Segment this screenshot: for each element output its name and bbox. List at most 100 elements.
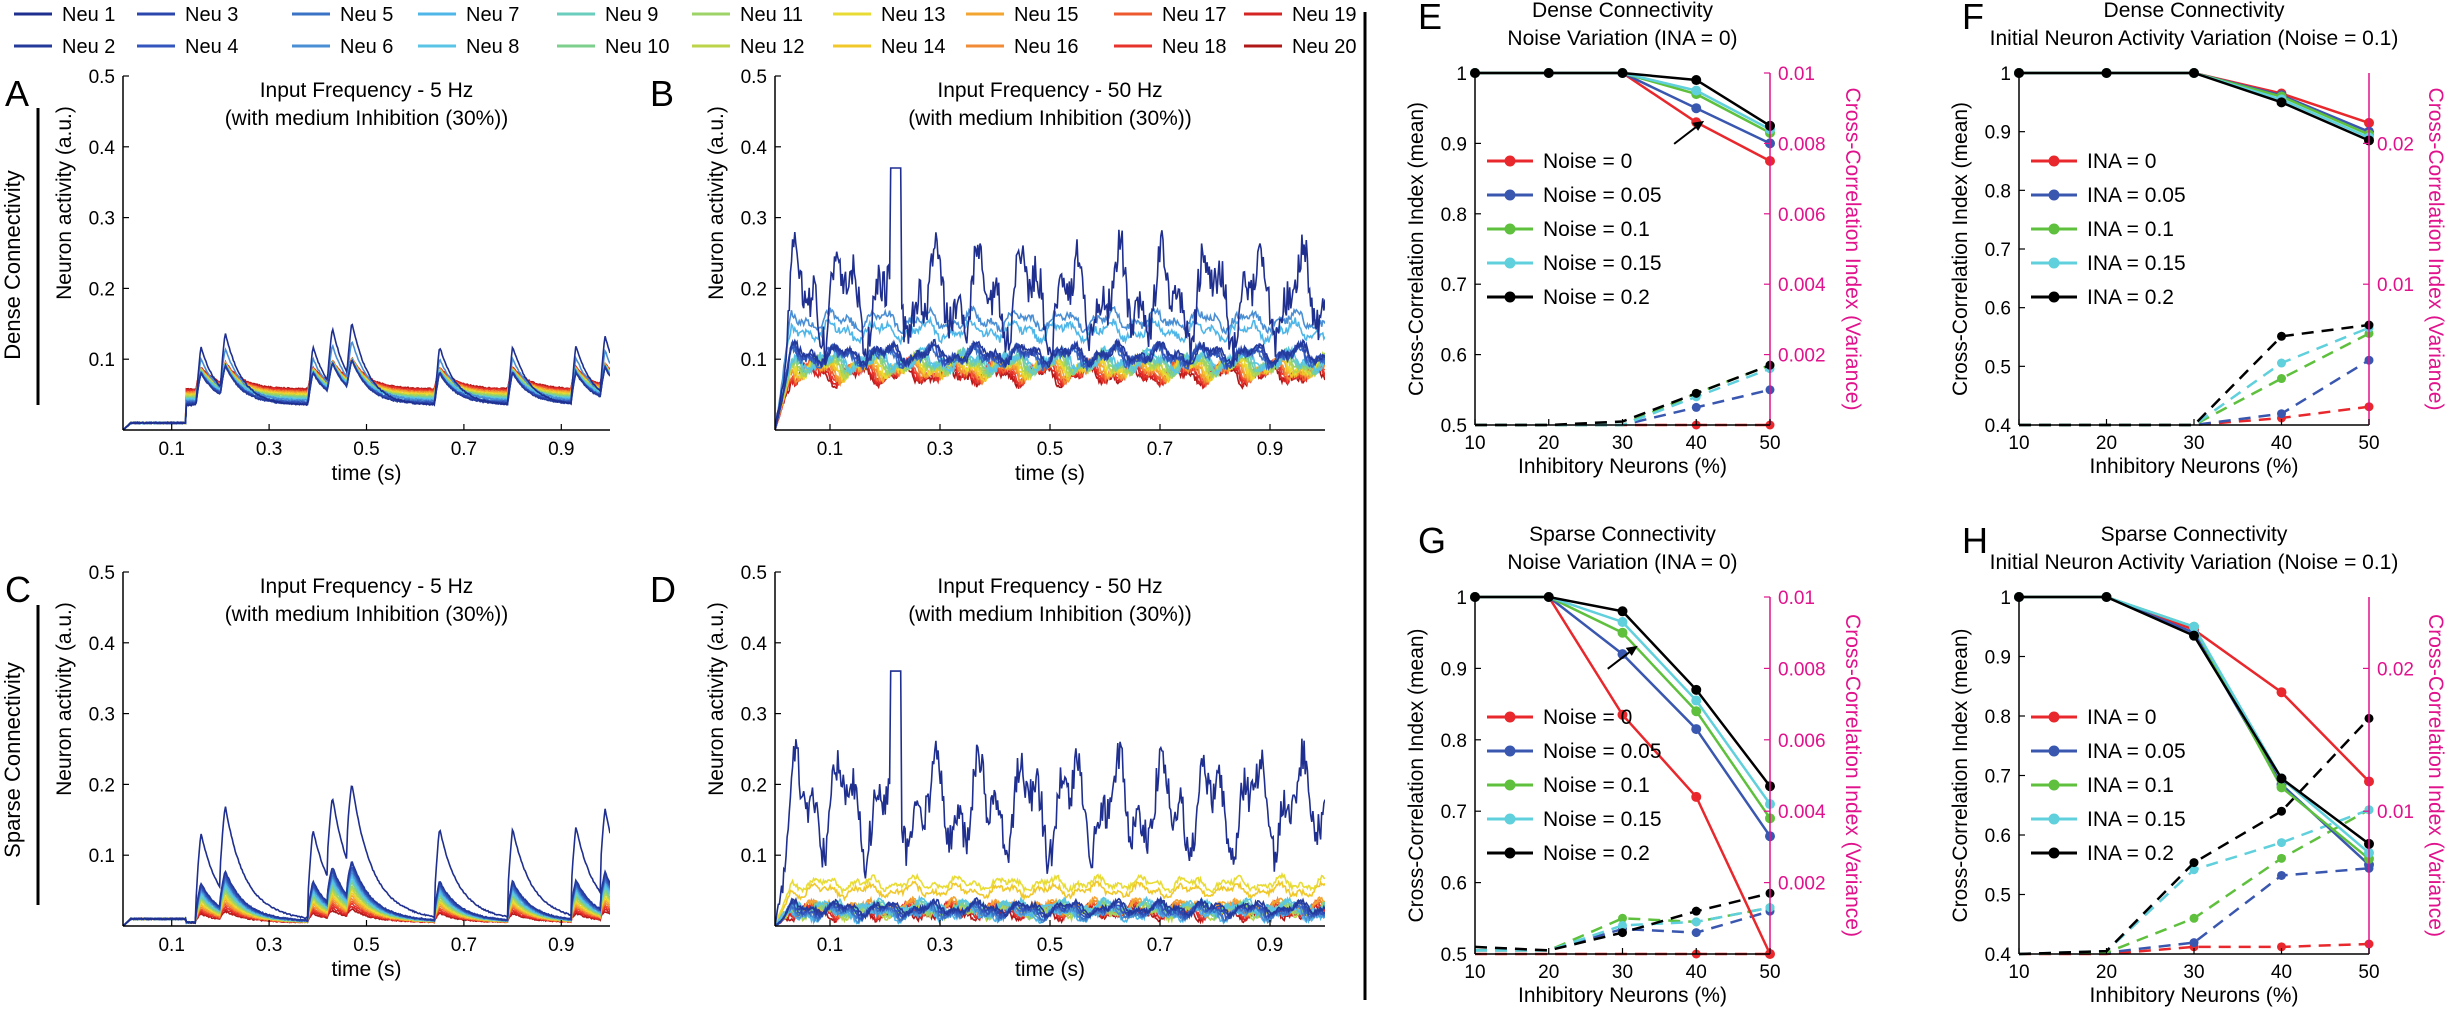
trace-neu-1	[123, 785, 610, 926]
legend-marker	[1504, 847, 1516, 859]
y-tick-label: 0.4	[89, 138, 116, 159]
legend-entry-neu-10: Neu 10	[557, 36, 670, 58]
x-tick-label: 20	[1538, 433, 1559, 454]
legend-entry-neu-11: Neu 11	[692, 4, 803, 26]
mean-point	[1691, 724, 1702, 735]
neuron-legend: Neu 1 Neu 2 Neu 3 Neu 4 Neu 5 Neu 6 Neu 7 Neu 8…	[14, 4, 1357, 58]
y-axis-label-right: Cross-Correlation Index (Variance)	[1841, 614, 1864, 937]
series-legend: Noise = 0 Noise = 0.05 Noise = 0.1 Noise = …	[1487, 706, 1662, 865]
y-tick-label: 0.5	[89, 563, 115, 584]
annotation-arrowhead	[1625, 645, 1638, 656]
legend-label: INA = 0.1	[2087, 218, 2174, 241]
panel-title: Sparse Connectivity	[1529, 523, 1716, 546]
y-tick-label: 0.1	[741, 350, 767, 371]
y-axis-label-right: Cross-Correlation Index (Variance)	[1841, 88, 1864, 411]
panel-subtitle: Noise Variation (INA = 0)	[1507, 27, 1737, 50]
legend-label: INA = 0	[2087, 150, 2156, 173]
y-axis-label: Cross-Correlation Index (mean)	[1949, 102, 1972, 396]
x-tick-label: 0.1	[817, 439, 843, 460]
legend-label: Neu 10	[605, 36, 670, 58]
y-tick-label: 0.9	[1985, 648, 2011, 669]
panel-letter: G	[1418, 520, 1446, 561]
x-tick-label: 0.5	[353, 439, 379, 460]
x-tick-label: 30	[2183, 433, 2204, 454]
legend-marker	[1504, 223, 1516, 235]
variance-point	[2277, 838, 2286, 848]
legend-marker	[2048, 779, 2060, 791]
panel-subtitle: Initial Neuron Activity Variation (Noise…	[1990, 27, 2399, 50]
panel-subtitle: Noise Variation (INA = 0)	[1507, 551, 1737, 574]
x-tick-label: 0.1	[158, 935, 184, 956]
mean-line-2	[2019, 71, 2370, 136]
legend-label: Neu 18	[1162, 36, 1227, 58]
panel-title: Dense Connectivity	[2104, 0, 2285, 22]
legend-entry-neu-19: Neu 19	[1244, 4, 1357, 26]
legend-label: Neu 12	[740, 36, 805, 58]
panel-C: C Input Frequency - 5 Hz (with medium Inhi…	[5, 563, 610, 981]
legend-marker	[2048, 745, 2060, 757]
y-tick-label-right: 0.002	[1778, 346, 1826, 367]
variance-point	[1618, 928, 1627, 938]
legend-label: Neu 16	[1014, 36, 1079, 58]
variance-point	[2277, 853, 2286, 863]
legend-entry-neu-6: Neu 6	[292, 36, 393, 58]
y-tick-label: 0.5	[1441, 416, 1467, 437]
variance-point	[2277, 806, 2286, 816]
y-tick-label: 0.5	[1985, 886, 2011, 907]
trace-neu-13	[775, 871, 1325, 926]
mean-point	[2276, 97, 2287, 108]
panel-subtitle: Initial Neuron Activity Variation (Noise…	[1990, 551, 2399, 574]
y-tick-label: 0.1	[89, 350, 115, 371]
x-tick-label: 0.9	[1257, 439, 1283, 460]
legend-marker	[1504, 257, 1516, 269]
x-tick-label: 40	[1686, 962, 1707, 983]
panel-title: Sparse Connectivity	[2101, 523, 2288, 546]
mean-point	[1691, 695, 1702, 706]
variance-line-2	[2019, 332, 2370, 427]
mean-point	[1617, 616, 1628, 627]
trace-neu-2	[123, 359, 610, 430]
legend-label: Noise = 0	[1543, 150, 1632, 173]
trace-neu-7	[775, 315, 1325, 430]
x-tick-label: 0.7	[451, 439, 477, 460]
legend-entry-neu-13: Neu 13	[833, 4, 946, 26]
legend-label: Noise = 0.2	[1543, 286, 1650, 309]
x-tick-label: 0.9	[548, 935, 574, 956]
y-tick-label: 0.2	[89, 279, 115, 300]
x-axis-label: time (s)	[332, 958, 402, 981]
y-tick-label: 0.4	[1985, 416, 2012, 437]
y-tick-label-right: 0.01	[2377, 275, 2414, 296]
legend-entry-neu-2: Neu 2	[14, 36, 115, 58]
mean-line-4	[1475, 71, 1771, 127]
variance-line-1	[2019, 359, 2370, 427]
series-legend: Noise = 0 Noise = 0.05 Noise = 0.1 Noise = …	[1487, 150, 1662, 309]
x-axis-label: time (s)	[1015, 462, 1085, 485]
x-tick-label: 30	[1612, 962, 1633, 983]
mean-point	[2101, 592, 2112, 602]
legend-label: Neu 7	[466, 4, 519, 26]
panels: A Input Frequency - 5 Hz (with medium Inhi…	[5, 0, 2447, 1007]
legend-label: Neu 13	[881, 4, 946, 26]
legend-label: Neu 2	[62, 36, 115, 58]
trace-neu-1	[775, 670, 1325, 926]
y-tick-label: 0.8	[1441, 205, 1467, 226]
y-tick-label-right: 0.006	[1778, 731, 1826, 752]
legend-label: Neu 15	[1014, 4, 1079, 26]
trace-neu-1	[123, 323, 610, 430]
legend-label: INA = 0.05	[2087, 184, 2186, 207]
trace-neu-16	[123, 897, 610, 926]
trace-neu-14	[775, 879, 1325, 926]
x-tick-label: 20	[2096, 962, 2117, 983]
legend-label: Neu 11	[740, 4, 803, 26]
legend-entry-neu-20: Neu 20	[1244, 36, 1357, 58]
mean-point	[2189, 68, 2199, 78]
legend-marker	[1504, 813, 1516, 825]
legend-label: Neu 1	[62, 4, 115, 26]
x-tick-label: 40	[1686, 433, 1707, 454]
panel-B: B Input Frequency - 50 Hz (with medium Inh…	[650, 67, 1325, 485]
x-tick-label: 30	[2183, 962, 2204, 983]
legend-marker	[2048, 291, 2060, 303]
mean-point	[1617, 709, 1628, 720]
x-tick-label: 10	[2008, 433, 2029, 454]
x-tick-label: 0.3	[927, 439, 953, 460]
